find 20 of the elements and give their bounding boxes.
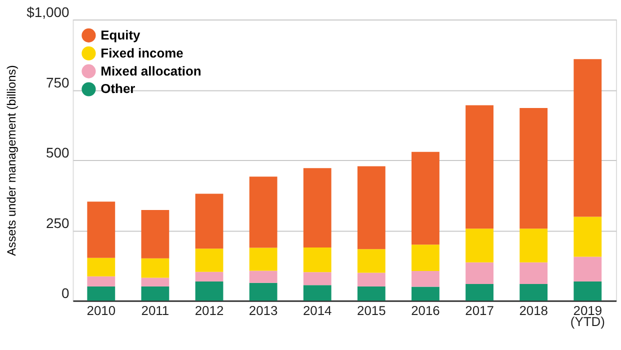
x-tick-label: 2016 bbox=[411, 303, 440, 318]
legend-label: Mixed allocation bbox=[100, 63, 202, 78]
y-axis-title: Assets under management (billions) bbox=[4, 65, 19, 256]
x-tick-label: 2012 bbox=[194, 303, 224, 318]
x-tick-label: 2018 bbox=[519, 303, 548, 318]
x-tick-label: 2014 bbox=[302, 303, 332, 318]
x-tick-label: 2015 bbox=[357, 303, 386, 318]
x-tick-label: 2013 bbox=[248, 303, 278, 318]
legend-label: Fixed income bbox=[100, 45, 184, 60]
x-tick-label: 2010 bbox=[86, 303, 116, 318]
y-tick-label: 750 bbox=[46, 74, 70, 90]
y-tick-label: 250 bbox=[46, 214, 70, 231]
y-tick-label: 0 bbox=[62, 285, 70, 302]
x-tick-label: 2019 (YTD) bbox=[570, 303, 605, 329]
x-tick-label: 2011 bbox=[141, 303, 170, 318]
y-tick-label: 500 bbox=[46, 144, 70, 161]
legend-label: Equity bbox=[100, 27, 142, 42]
legend-label: Other bbox=[100, 81, 136, 96]
y-tick-label: $1,000 bbox=[26, 4, 70, 20]
x-tick-label: 2017 bbox=[465, 303, 494, 318]
